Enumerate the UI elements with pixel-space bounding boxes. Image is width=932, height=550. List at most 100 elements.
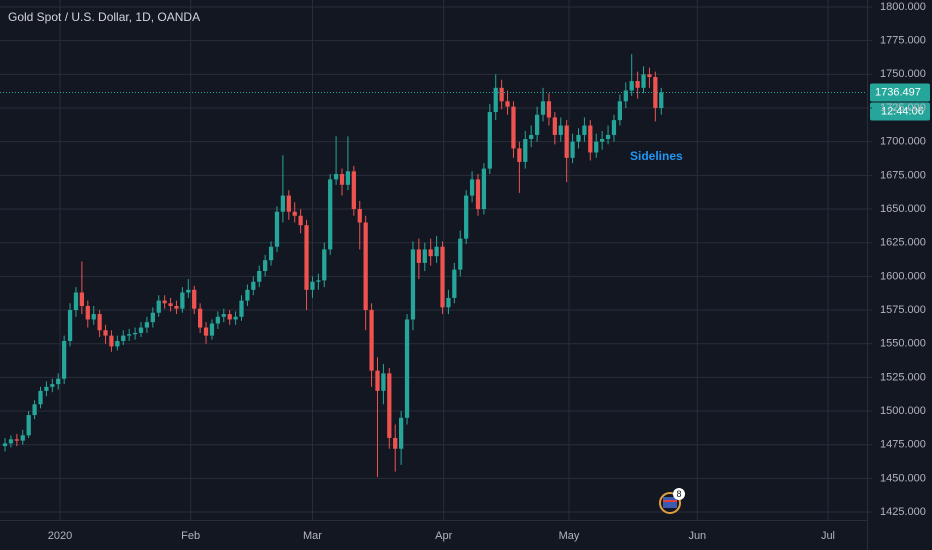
candle-body	[26, 415, 31, 436]
candle-body	[268, 246, 274, 261]
candle-body	[79, 292, 85, 306]
candle-body	[481, 168, 487, 210]
countdown-box	[870, 102, 930, 121]
candle-body	[322, 249, 327, 281]
candle-body	[127, 334, 132, 336]
candle-body	[221, 314, 226, 317]
y-tick-label: 1700.000	[880, 136, 926, 148]
candle-body	[97, 314, 102, 331]
candle-body	[623, 90, 628, 102]
candle-body	[286, 195, 291, 212]
candle-body	[487, 112, 492, 169]
y-tick-label: 1575.000	[880, 304, 926, 316]
candle-body	[369, 310, 374, 371]
candle-body	[103, 330, 108, 336]
last-price-box	[870, 83, 930, 102]
y-tick-label: 1650.000	[880, 203, 926, 215]
candle-body	[50, 384, 55, 387]
candle-body	[493, 87, 498, 113]
candle-body	[523, 138, 528, 162]
candle-body	[629, 81, 634, 91]
candle-body	[647, 74, 652, 78]
candle-body	[274, 211, 280, 247]
candle-body	[162, 300, 167, 304]
y-tick-label: 1450.000	[880, 472, 926, 484]
candle-body	[333, 174, 339, 180]
candle-body	[180, 292, 185, 309]
candle-body	[14, 439, 19, 441]
y-tick-label: 1425.000	[880, 506, 926, 518]
candle-body	[505, 101, 510, 107]
candle-body	[2, 443, 8, 447]
candle-body	[653, 77, 658, 109]
countdown-label: 12:44:06	[881, 105, 924, 117]
candle-body	[263, 260, 268, 271]
candle-body	[251, 281, 256, 290]
candle-body	[440, 246, 445, 308]
candle-body	[38, 390, 43, 405]
candle-body	[174, 305, 179, 309]
y-tick-label: 1800.000	[880, 1, 926, 13]
x-tick-label: Feb	[181, 530, 200, 542]
event-flag-stripe[interactable]	[663, 500, 677, 502]
event-badge[interactable]	[673, 488, 685, 500]
candle-body	[458, 238, 463, 270]
candle-body	[351, 171, 356, 210]
annotation: Sidelines	[630, 149, 683, 163]
candle-body	[304, 225, 309, 290]
event-badge-count[interactable]: 8	[676, 489, 681, 499]
candle-body	[588, 125, 593, 153]
candle-body	[345, 171, 351, 185]
event-icon[interactable]: 8	[659, 488, 685, 514]
candle-body	[156, 300, 161, 313]
y-tick-label: 1775.000	[880, 35, 926, 47]
event-flag[interactable]	[663, 497, 677, 508]
candle-body	[434, 246, 439, 257]
candle-body	[446, 297, 451, 308]
candle-body	[404, 319, 410, 418]
x-tick-label: Apr	[435, 530, 452, 542]
candle-body	[197, 308, 203, 328]
candle-body	[375, 370, 380, 391]
candle-body	[20, 435, 25, 441]
candle-body	[564, 125, 569, 158]
candle-body	[529, 134, 534, 139]
candle-body	[659, 92, 664, 109]
candle-body	[280, 195, 286, 212]
y-tick-label: 1525.000	[880, 371, 926, 383]
candle-body	[168, 303, 173, 306]
candle-body	[91, 314, 96, 320]
candle-body	[292, 211, 297, 216]
candle-body	[203, 327, 209, 336]
chart-title: Gold Spot / U.S. Dollar, 1D, OANDA	[8, 10, 200, 24]
candle-body	[144, 322, 150, 328]
y-tick-label: 1675.000	[880, 169, 926, 181]
x-tick-label: May	[559, 530, 580, 542]
x-tick-label: Jun	[688, 530, 706, 542]
candle-body	[464, 195, 469, 239]
candle-body	[641, 74, 646, 88]
candle-body	[109, 335, 114, 347]
candle-body	[62, 341, 67, 379]
candle-body	[582, 125, 587, 135]
y-tick-label: 1750.000	[880, 68, 926, 80]
candle-body	[209, 323, 215, 336]
y-tick-label: 1500.000	[880, 405, 926, 417]
y-tick-label: 1600.000	[880, 270, 926, 282]
candle-body	[576, 134, 581, 142]
y-tick-label: 1475.000	[880, 439, 926, 451]
candle-body	[605, 134, 611, 139]
candle-body	[121, 335, 126, 342]
candle-body	[150, 312, 155, 323]
candle-body	[32, 404, 37, 416]
candle-body	[363, 222, 368, 311]
candle-body	[227, 314, 232, 320]
candle-body	[611, 120, 617, 135]
candle-body	[635, 81, 640, 88]
candle-body	[475, 179, 481, 210]
candle-body	[511, 106, 516, 149]
candle-body	[381, 373, 386, 391]
candle-body	[399, 417, 404, 449]
